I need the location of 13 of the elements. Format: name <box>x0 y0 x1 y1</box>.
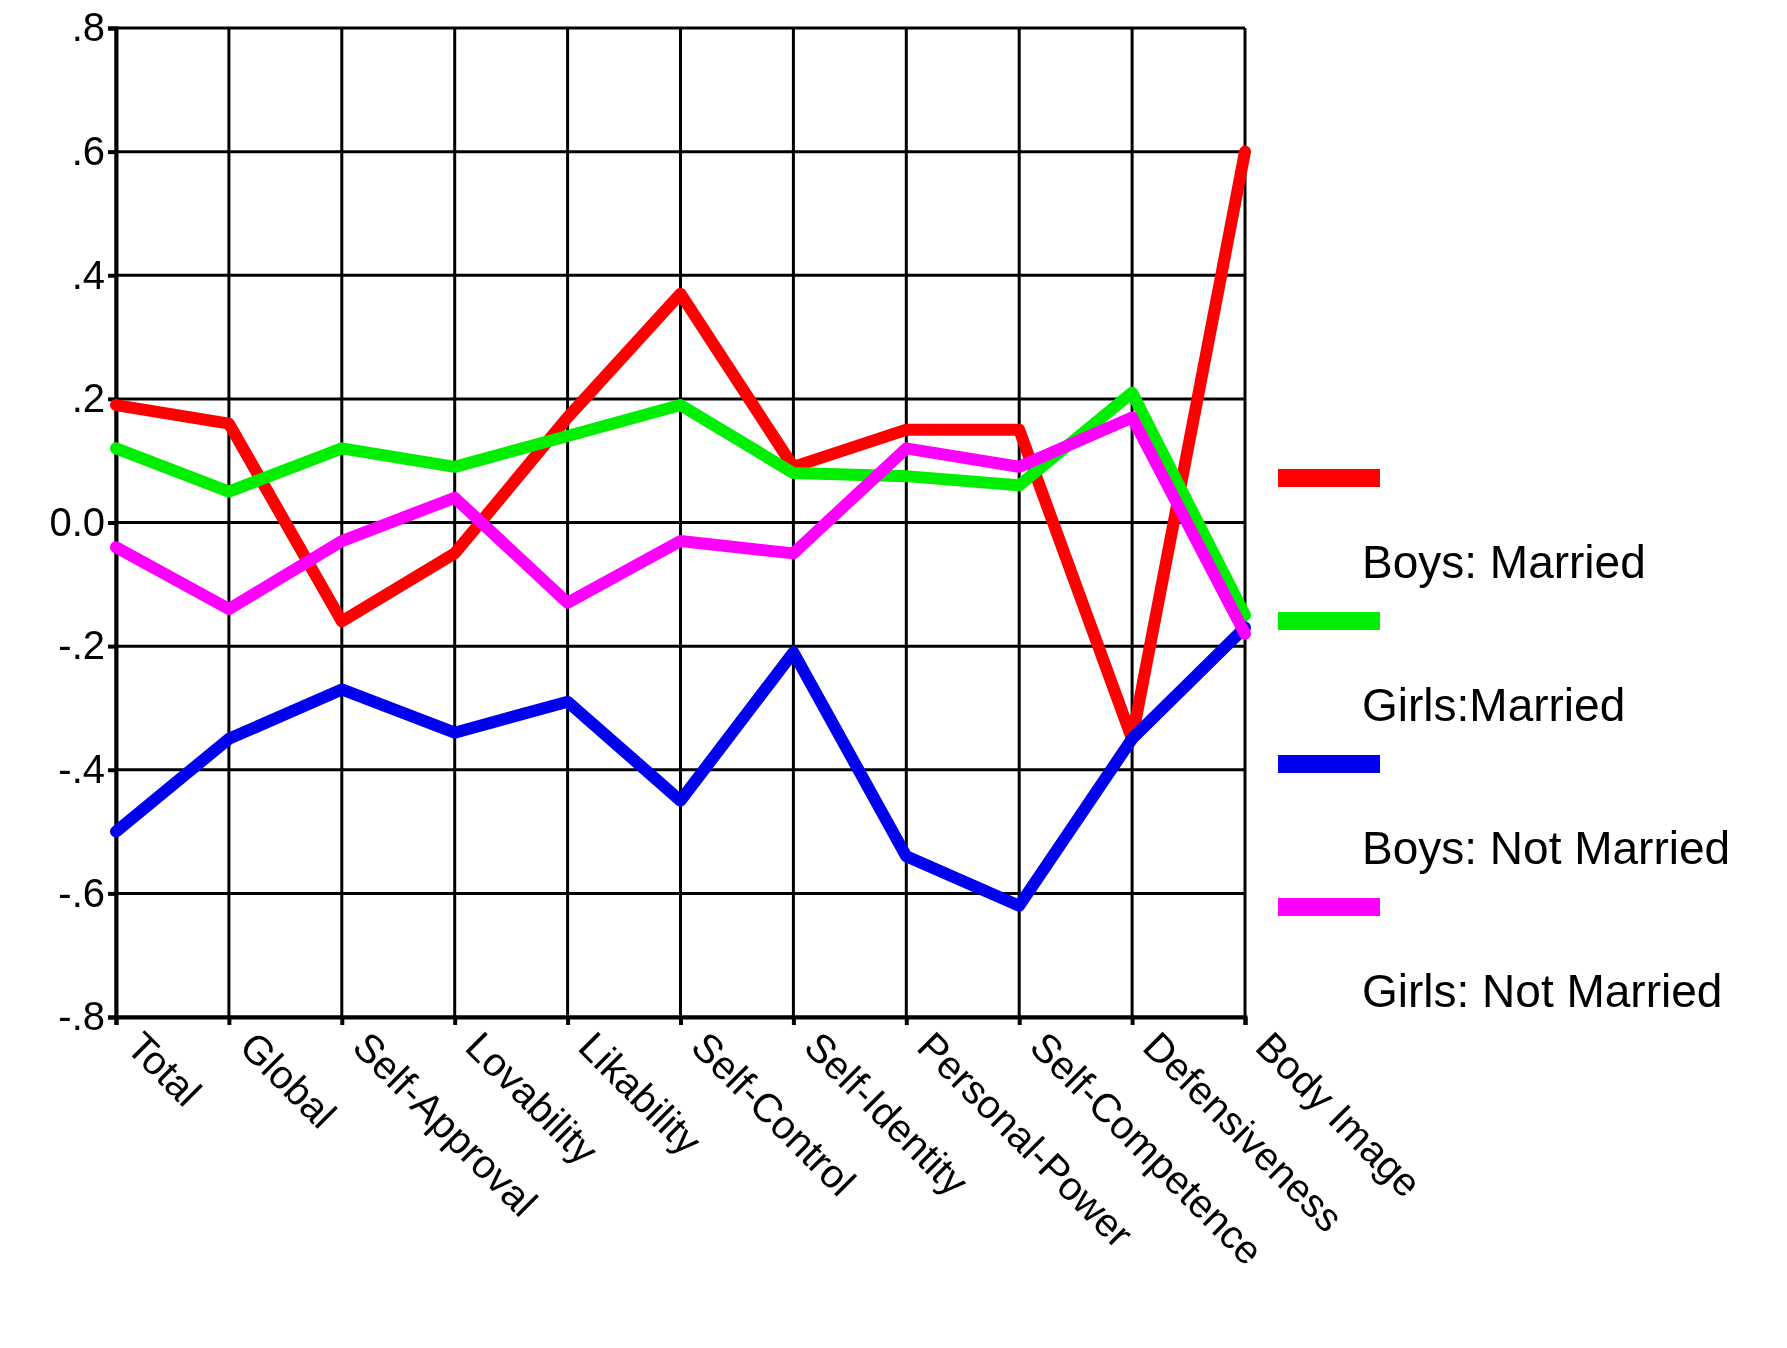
y-tick-label: .2 <box>71 376 105 421</box>
y-tick-label: -.8 <box>58 994 105 1039</box>
y-tick-label: .6 <box>71 128 105 173</box>
legend-label: Boys: Married <box>1362 536 1646 588</box>
y-tick-label: 0.0 <box>49 499 105 544</box>
y-tick-label: .8 <box>71 5 105 50</box>
legend-label: Girls: Not Married <box>1362 965 1723 1017</box>
y-tick-label: -.6 <box>58 870 105 915</box>
y-tick-label: -.2 <box>58 623 105 668</box>
legend-label: Girls:Married <box>1362 679 1626 731</box>
y-tick-label: -.4 <box>58 747 105 792</box>
y-tick-label: .4 <box>71 252 105 297</box>
legend-label: Boys: Not Married <box>1362 822 1731 874</box>
